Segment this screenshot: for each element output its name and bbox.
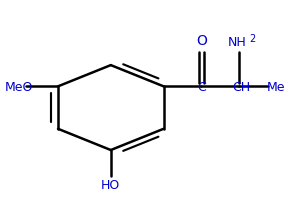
Text: HO: HO bbox=[101, 178, 120, 191]
Text: NH: NH bbox=[228, 36, 247, 49]
Text: MeO: MeO bbox=[5, 80, 33, 93]
Text: C: C bbox=[197, 80, 206, 93]
Text: 2: 2 bbox=[250, 34, 256, 44]
Text: O: O bbox=[196, 34, 207, 48]
Text: Me: Me bbox=[267, 80, 285, 93]
Text: CH: CH bbox=[232, 80, 250, 93]
